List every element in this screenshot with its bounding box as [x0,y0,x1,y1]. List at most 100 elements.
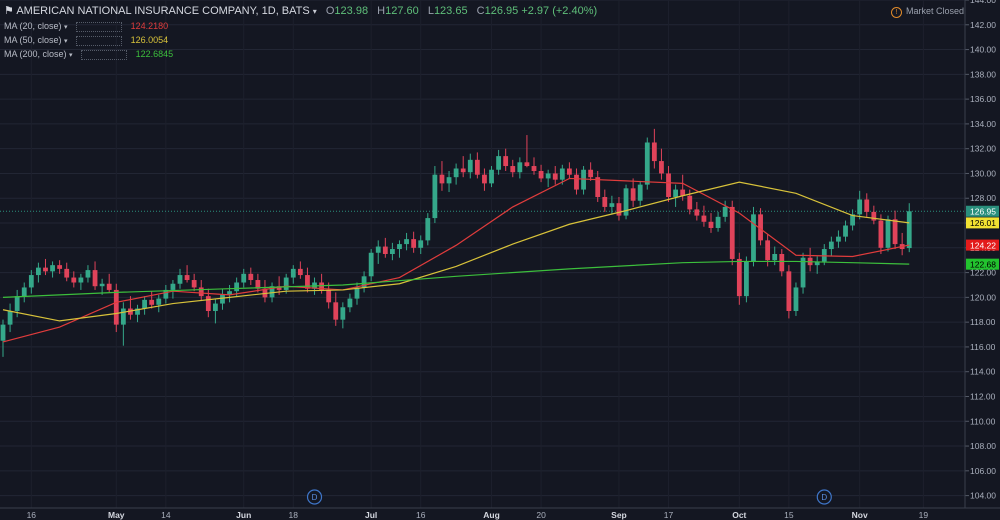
candle-body [708,221,714,228]
y-tick-label: 140.00 [970,45,996,55]
candle-body [779,254,785,272]
price-tag-label: 124.22 [970,240,996,250]
indicator-ma-200[interactable]: MA (200, close) ▾ 122.6845 [4,49,173,60]
chevron-down-icon[interactable]: ▾ [312,7,317,16]
candle-body [510,166,516,173]
candle-body [538,170,544,179]
candle-body [64,268,70,278]
candle-body [255,280,261,289]
candle-body [545,173,551,179]
candle-body [722,206,728,217]
ma-line [2,177,910,343]
indicator-controls[interactable] [76,21,123,32]
low-label: L [427,5,434,17]
y-tick-label: 108.00 [970,441,996,451]
flag-icon[interactable]: ⚑ [4,5,14,17]
candle-body [382,246,388,254]
candle-body [581,169,586,190]
indicator-ma-20[interactable]: MA (20, close) ▾ 124.2180 [4,21,168,32]
candle-body [71,277,77,283]
grid [0,0,965,497]
candle-body [213,303,218,311]
candle-body [800,257,806,288]
candle-body [57,265,63,269]
x-tick-label: Sep [611,510,627,520]
open-label: O [325,5,335,17]
price-tag [966,239,999,251]
candle-body [517,162,523,173]
candle-body [36,267,41,276]
price-tag [966,205,999,217]
indicator-ma-50[interactable]: MA (50, close) ▾ 126.0054 [4,35,168,46]
indicator-label[interactable]: MA (50, close) [4,35,62,45]
candle-body [397,244,402,250]
candle-body [467,159,473,173]
candle-body [552,173,558,180]
indicator-value: 126.0054 [130,35,169,45]
symbol-title[interactable]: AMERICAN NATIONAL INSURANCE COMPANY, 1D,… [16,5,310,17]
candle-body [637,184,643,201]
y-tick-label: 132.00 [970,144,996,154]
candle-body [850,214,855,226]
chevron-down-icon[interactable]: ▾ [69,52,73,59]
candle-body [248,273,254,281]
candle-body [489,169,494,184]
candle-body [871,211,877,221]
candle-body [715,216,721,228]
candle-body [885,219,891,248]
candle-body [878,220,884,248]
candle-body [906,211,912,249]
price-tags: 126.95 126.01 124.22 122.68 [966,205,999,270]
candle-body [354,287,360,299]
indicator-label[interactable]: MA (200, close) [4,49,67,59]
candle-body [758,214,763,241]
candle-body [616,203,622,216]
y-tick-label: 114.00 [970,367,996,377]
x-tick-label: 17 [664,510,674,520]
candle-body [78,277,84,283]
candle-body [128,308,133,315]
candle-body [290,268,296,278]
clock-icon: ! [890,7,902,18]
indicator-label[interactable]: MA (20, close) [4,21,62,31]
indicator-controls[interactable] [76,35,123,46]
candle-body [135,308,140,315]
x-tick-label: Jun [236,510,251,520]
candle-body [326,289,332,303]
indicator-controls[interactable] [81,49,128,60]
candle-body [85,270,91,278]
candle-body [559,168,565,180]
market-status-text: Market Closed [905,6,964,16]
candle-body [744,261,749,297]
x-tick-label: 16 [27,510,37,520]
candle-body [368,252,374,277]
candle-body [21,287,27,297]
price-tag-label: 122.68 [970,259,996,269]
candle-body [460,168,466,173]
time-axis[interactable]: 16 May 14 Jun 18 Jul 16 Aug 20 Sep 17 Oct 15 Nov 19 [0,507,1000,520]
y-tick-label: 142.00 [970,20,996,30]
ma-line [2,260,910,298]
candle-body [644,142,650,185]
candle-body [864,199,870,212]
x-tick-label: 16 [416,510,426,520]
candle-body [340,307,346,320]
candle-body [567,168,572,175]
chevron-down-icon[interactable]: ▾ [64,38,68,45]
candle-body [170,283,176,290]
candle-body [843,225,848,237]
y-tick-label: 128.00 [970,193,996,203]
x-tick-label: 18 [289,510,299,520]
candle-body [184,275,190,281]
price-tag [966,258,999,270]
market-status[interactable]: ! Market Closed [890,6,964,18]
candle-body [828,241,834,250]
y-tick-label: 134.00 [970,119,996,129]
low-value: 123.65 [433,5,468,17]
candle-body [92,270,98,287]
chevron-down-icon[interactable]: ▾ [64,24,68,31]
candle-body [666,173,671,198]
